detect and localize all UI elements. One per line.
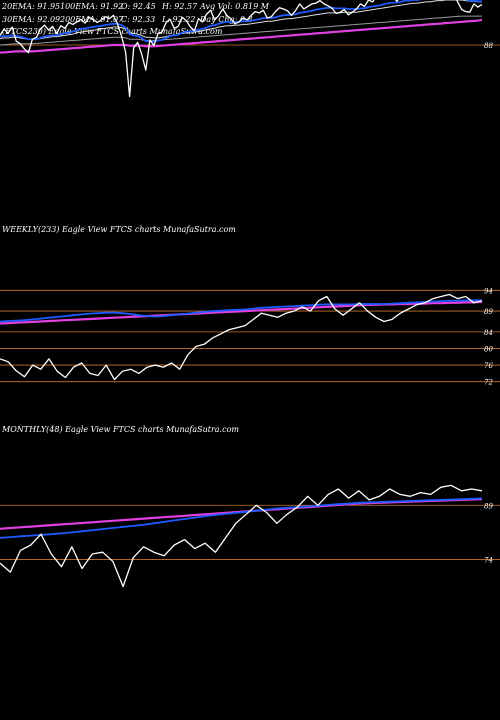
monthly-price-line <box>0 484 483 588</box>
weekly-tick-label: 84 <box>484 329 493 337</box>
weekly-ema-long-line <box>0 300 483 325</box>
daily-ema100-line <box>0 15 482 46</box>
weekly-tick-label: 94 <box>484 287 493 295</box>
monthly-ema-short-line <box>0 497 483 539</box>
daily-tick-label: 88 <box>484 42 493 50</box>
stat-open: O: 92.45 <box>121 2 156 11</box>
stat-ema30: 30EMA: 92.09 <box>2 15 60 24</box>
weekly-price-line <box>0 293 483 381</box>
monthly-chart-title: MONTHLY(48) Eagle View FTCS charts Munaf… <box>1 425 239 434</box>
daily-ema30-line <box>0 0 482 40</box>
monthly-tick-label: 89 <box>484 502 493 510</box>
stat-ema100: 100EMA: 91.92 <box>60 2 123 11</box>
weekly-tick-label: 72 <box>484 379 493 387</box>
weekly-tick-label: 89 <box>484 308 493 316</box>
monthly-chart: 89 74 <box>0 484 500 588</box>
weekly-chart-title: WEEKLY(233) Eagle View FTCS charts Munaf… <box>2 225 236 234</box>
stat-high: H: 92.57 <box>161 2 198 11</box>
stat-close: C: 92.33 <box>121 15 155 24</box>
weekly-tick-label: 76 <box>484 362 493 370</box>
stats-header: 20EMA: 91.95 100EMA: 91.92 O: 92.45 H: 9… <box>1 2 270 36</box>
stat-ema20: 20EMA: 91.95 <box>1 2 60 11</box>
daily-ema200-line <box>0 18 483 54</box>
monthly-ema-long-line <box>0 498 483 530</box>
stat-ema200: 200EMA: 91.07 <box>59 15 124 24</box>
monthly-tick-label: 74 <box>484 556 493 564</box>
stat-low: L: 92.22 <box>161 15 195 24</box>
weekly-chart: 94 89 84 80 76 72 <box>0 287 500 387</box>
daily-price-line <box>0 0 483 98</box>
daily-ema20-line <box>0 0 482 43</box>
stat-avg-vol: Avg Vol: 0.819 M <box>199 2 270 11</box>
weekly-tick-label: 80 <box>484 345 493 353</box>
stat-day-change: Day Chg: 0.8 <box>199 15 253 24</box>
daily-chart: 88 <box>0 0 500 98</box>
daily-chart-title: (FTCS230) Eagle View FTCS charts MunafaS… <box>2 27 223 36</box>
weekly-ema-short-line <box>0 299 482 323</box>
